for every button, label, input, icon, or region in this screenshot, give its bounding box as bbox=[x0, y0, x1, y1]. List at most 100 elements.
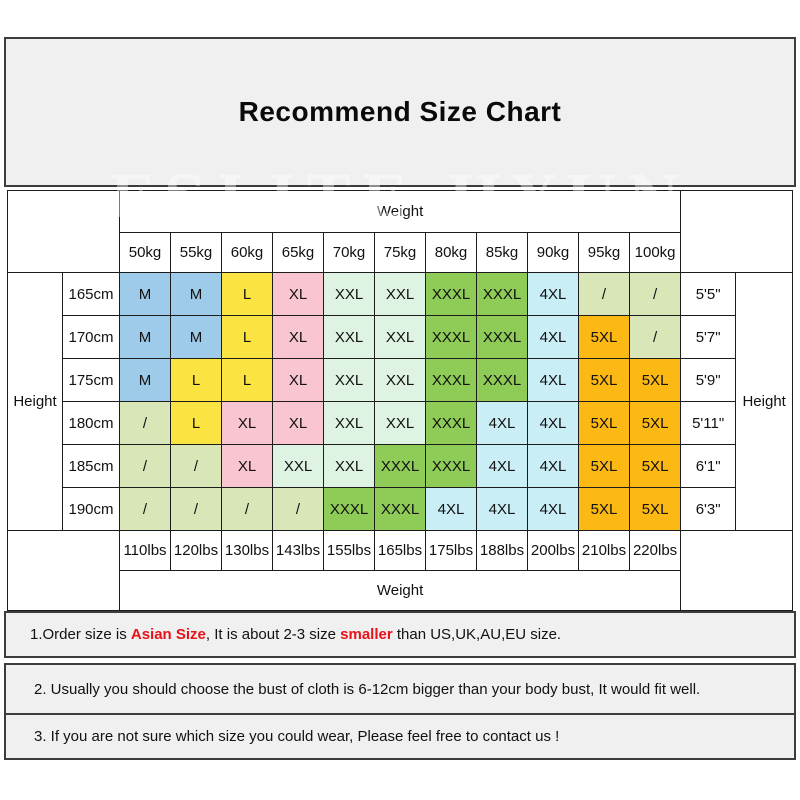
size-cell: 5XL bbox=[628, 487, 682, 531]
height-ft-cell: 5'11" bbox=[680, 401, 737, 445]
size-cell: 5XL bbox=[628, 401, 682, 445]
size-cell: 4XL bbox=[476, 444, 528, 488]
weight-kg-cell: 95kg bbox=[578, 232, 630, 273]
weight-kg-cell: 100kg bbox=[628, 232, 682, 273]
weight-lbs-cell: 200lbs bbox=[527, 530, 579, 571]
height-cm-cell: 165cm bbox=[62, 272, 120, 316]
size-cell: XL bbox=[272, 315, 324, 359]
size-cell: XL bbox=[272, 401, 324, 445]
size-cell: 4XL bbox=[527, 315, 579, 359]
height-ft-cell: 5'5" bbox=[680, 272, 737, 316]
note-2-text: 2. Usually you should choose the bust of… bbox=[34, 680, 701, 698]
note-3: 3. If you are not sure which size you co… bbox=[6, 713, 794, 758]
size-cell: / bbox=[628, 272, 682, 316]
weight-lbs-cell: 120lbs bbox=[170, 530, 222, 571]
size-cell: XXXL bbox=[425, 358, 477, 402]
note-1: 1.Order size is Asian Size, It is about … bbox=[4, 611, 796, 658]
size-cell: 4XL bbox=[527, 272, 579, 316]
height-cm-cell: 185cm bbox=[62, 444, 120, 488]
size-cell: XXXL bbox=[374, 487, 426, 531]
size-cell: / bbox=[119, 401, 171, 445]
size-cell: 4XL bbox=[527, 487, 579, 531]
corner-bottom-right bbox=[680, 530, 794, 611]
size-cell: 4XL bbox=[527, 444, 579, 488]
weight-header-bottom: Weight bbox=[118, 570, 682, 611]
notes-group: 2. Usually you should choose the bust of… bbox=[4, 663, 796, 760]
size-cell: / bbox=[170, 444, 222, 488]
size-cell: 4XL bbox=[527, 358, 579, 402]
size-cell: XXL bbox=[374, 358, 426, 402]
note-1-segment: 1.Order size is bbox=[30, 626, 131, 643]
weight-kg-cell: 50kg bbox=[119, 232, 171, 273]
size-cell: 5XL bbox=[578, 444, 630, 488]
size-cell: L bbox=[170, 358, 222, 402]
height-cm-cell: 175cm bbox=[62, 358, 120, 402]
size-cell: / bbox=[578, 272, 630, 316]
weight-lbs-cell: 155lbs bbox=[323, 530, 375, 571]
size-cell: 5XL bbox=[578, 401, 630, 445]
size-cell: 5XL bbox=[578, 358, 630, 402]
size-cell: 5XL bbox=[628, 444, 682, 488]
size-cell: M bbox=[119, 358, 171, 402]
corner-top-left bbox=[7, 190, 120, 273]
height-header-right: Height bbox=[735, 272, 794, 531]
size-table-wrap: Weight 50kg 55kg 60kg 65kg 70kg 75kg 80kg 85kg 90… bbox=[7, 190, 794, 611]
size-cell: L bbox=[170, 401, 222, 445]
size-cell: / bbox=[221, 487, 273, 531]
height-cm-cell: 180cm bbox=[62, 401, 120, 445]
size-cell: XL bbox=[272, 358, 324, 402]
corner-bottom-left bbox=[7, 530, 120, 611]
size-cell: / bbox=[628, 315, 682, 359]
size-cell: XXXL bbox=[425, 315, 477, 359]
note-1-highlight: Asian Size bbox=[130, 626, 206, 643]
weight-lbs-cell: 143lbs bbox=[272, 530, 324, 571]
note-1-segment: , It is about 2-3 size bbox=[205, 626, 341, 643]
weight-kg-cell: 65kg bbox=[272, 232, 324, 273]
weight-lbs-cell: 175lbs bbox=[425, 530, 477, 571]
weight-lbs-cell: 188lbs bbox=[476, 530, 528, 571]
page-title: Recommend Size Chart bbox=[238, 96, 562, 127]
size-cell: / bbox=[272, 487, 324, 531]
weight-header-top: Weight bbox=[118, 190, 682, 233]
size-cell: / bbox=[170, 487, 222, 531]
weight-kg-cell: 90kg bbox=[527, 232, 579, 273]
size-cell: XL bbox=[221, 401, 273, 445]
size-cell: XXXL bbox=[476, 272, 528, 316]
height-ft-cell: 5'7" bbox=[680, 315, 737, 359]
weight-kg-cell: 60kg bbox=[221, 232, 273, 273]
size-cell: XXXL bbox=[425, 444, 477, 488]
size-cell: 4XL bbox=[425, 487, 477, 531]
size-cell: XXL bbox=[374, 401, 426, 445]
size-cell: 4XL bbox=[476, 401, 528, 445]
size-cell: XL bbox=[221, 444, 273, 488]
size-cell: 5XL bbox=[578, 487, 630, 531]
size-cell: XXL bbox=[374, 272, 426, 316]
size-cell: 5XL bbox=[578, 315, 630, 359]
size-cell: M bbox=[119, 272, 171, 316]
corner-top-right bbox=[680, 190, 794, 273]
size-cell: M bbox=[170, 272, 222, 316]
size-cell: XXXL bbox=[374, 444, 426, 488]
weight-kg-cell: 55kg bbox=[170, 232, 222, 273]
weight-lbs-cell: 165lbs bbox=[374, 530, 426, 571]
size-cell: M bbox=[119, 315, 171, 359]
size-cell: L bbox=[221, 272, 273, 316]
size-cell: XXL bbox=[323, 272, 375, 316]
weight-lbs-cell: 220lbs bbox=[628, 530, 682, 571]
note-1-text: 1.Order size is Asian Size, It is about … bbox=[30, 626, 561, 643]
size-cell: XL bbox=[272, 272, 324, 316]
weight-kg-cell: 80kg bbox=[425, 232, 477, 273]
weight-kg-cell: 75kg bbox=[374, 232, 426, 273]
height-ft-cell: 6'3" bbox=[680, 487, 737, 531]
size-cell: / bbox=[119, 444, 171, 488]
size-cell: XXL bbox=[323, 401, 375, 445]
size-cell: XXL bbox=[323, 358, 375, 402]
note-1-segment: than US,UK,AU,EU size. bbox=[392, 626, 562, 643]
size-cell: 4XL bbox=[476, 487, 528, 531]
size-cell: M bbox=[170, 315, 222, 359]
size-cell: XXXL bbox=[476, 358, 528, 402]
size-cell: XXL bbox=[374, 315, 426, 359]
size-cell: 4XL bbox=[527, 401, 579, 445]
weight-lbs-cell: 110lbs bbox=[119, 530, 171, 571]
